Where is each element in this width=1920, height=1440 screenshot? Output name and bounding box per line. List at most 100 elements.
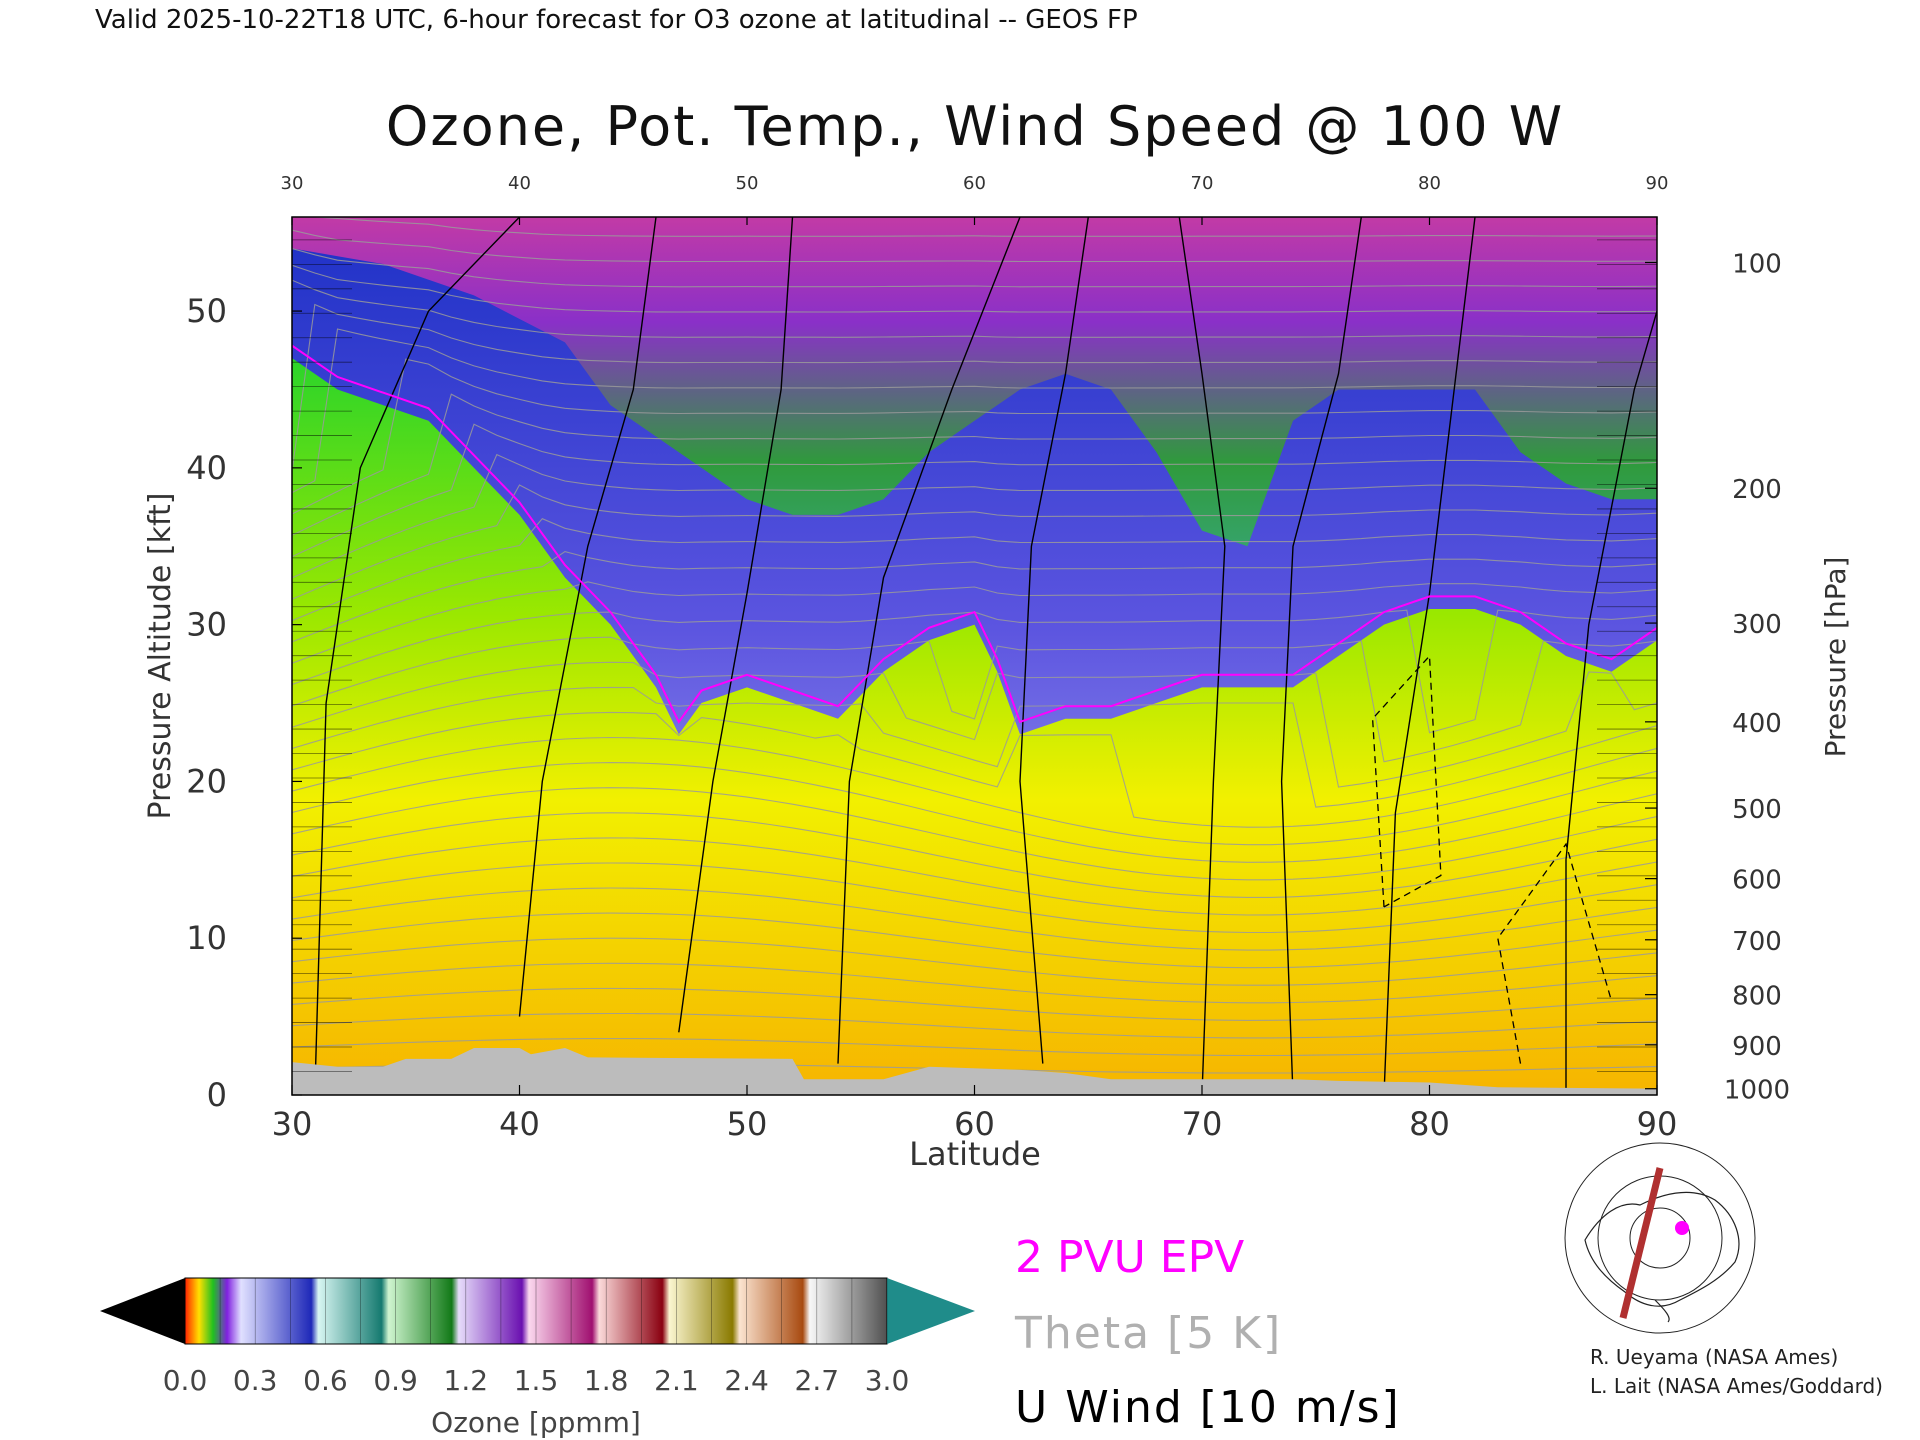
wind-contour bbox=[837, 217, 1021, 1064]
inset-map bbox=[1560, 1142, 1760, 1334]
colorbar-tick-label: 1.5 bbox=[514, 1364, 559, 1397]
valid-time-line: Valid 2025-10-22T18 UTC, 6-hour forecast… bbox=[95, 5, 1138, 35]
pressure-tick-label: 500 bbox=[1732, 795, 1782, 825]
map-marker bbox=[1675, 1221, 1689, 1235]
map-coastlines bbox=[1584, 1191, 1740, 1323]
x-axis-label: Latitude bbox=[909, 1135, 1041, 1173]
theta-contour bbox=[292, 217, 1657, 237]
theta-contour bbox=[292, 484, 1657, 600]
pressure-tick-label: 200 bbox=[1732, 475, 1782, 505]
epv-2pvu-contour bbox=[292, 344, 1657, 724]
colorbar-tick-label: 0.3 bbox=[233, 1364, 278, 1397]
legend-epv: 2 PVU EPV bbox=[1015, 1232, 1244, 1283]
x-top-tick-label: 50 bbox=[736, 173, 759, 194]
colorbar-ticks: 0.0 0.3 0.6 0.9 1.2 1.5 1.8 2.1 2.4 2.7 3.0 bbox=[163, 1278, 910, 1397]
theta-contour bbox=[292, 962, 1657, 1004]
x-tick-label: 90 bbox=[1637, 1105, 1678, 1143]
theta-contour bbox=[292, 581, 1657, 664]
x-tick-label: 50 bbox=[727, 1105, 768, 1143]
theta-contour bbox=[292, 686, 1657, 808]
map-cross-section-line bbox=[1619, 1167, 1664, 1319]
x-top-tick-label: 30 bbox=[281, 173, 304, 194]
theta-contour bbox=[292, 887, 1657, 951]
theta-contour bbox=[292, 661, 1657, 788]
pressure-tick-label: 600 bbox=[1732, 866, 1782, 896]
wind-contour-negative bbox=[1497, 842, 1613, 1064]
wind-contour bbox=[1178, 217, 1226, 1095]
credit-line-1: R. Ueyama (NASA Ames) bbox=[1590, 1345, 1838, 1369]
y-tick-label: 40 bbox=[186, 449, 227, 487]
x-tick-label: 30 bbox=[272, 1105, 313, 1143]
legend: 2 PVU EPV Theta [5 K] U Wind [10 m/s] bbox=[1014, 1232, 1401, 1433]
x-top-tick-label: 40 bbox=[508, 173, 531, 194]
x-top-tick-label: 70 bbox=[1191, 173, 1214, 194]
colorbar-tick-label: 1.8 bbox=[584, 1364, 629, 1397]
colorbar-high-arrow bbox=[887, 1278, 975, 1344]
theta-contour bbox=[292, 736, 1657, 846]
theta-contour bbox=[292, 787, 1657, 881]
plot-area bbox=[292, 217, 1657, 1095]
wind-contour bbox=[678, 217, 794, 1033]
legend-theta: Theta [5 K] bbox=[1014, 1308, 1282, 1359]
colorbar-tick-label: 1.2 bbox=[444, 1364, 489, 1397]
x-tick-label: 70 bbox=[1182, 1105, 1223, 1143]
theta-contour bbox=[292, 762, 1657, 863]
wind-contour bbox=[1019, 217, 1089, 1064]
theta-contour bbox=[292, 987, 1657, 1021]
theta-contours bbox=[292, 217, 1657, 1074]
theta-contour bbox=[292, 229, 1657, 263]
y-tick-label: 10 bbox=[186, 919, 227, 957]
colorbar-tick-label: 3.0 bbox=[865, 1364, 910, 1397]
theta-contour bbox=[292, 862, 1657, 934]
pressure-tick-label: 400 bbox=[1732, 709, 1782, 739]
wind-contour bbox=[518, 217, 657, 1017]
colorbar-tick-label: 2.4 bbox=[724, 1364, 769, 1397]
theta-contour bbox=[292, 303, 1657, 472]
theta-contour bbox=[292, 812, 1657, 898]
theta-contour bbox=[292, 551, 1657, 643]
theta-contour bbox=[292, 518, 1657, 622]
map-latitude-circle-inner bbox=[1629, 1207, 1691, 1269]
x-tick-label: 40 bbox=[499, 1105, 540, 1143]
y-axis-label: Pressure Altitude [kft] bbox=[143, 493, 178, 820]
colorbar-tick-label: 2.7 bbox=[795, 1364, 840, 1397]
colorbar-label: Ozone [ppmm] bbox=[431, 1406, 641, 1439]
x-top-tick-label: 60 bbox=[963, 173, 986, 194]
pressure-tick-label: 1000 bbox=[1724, 1076, 1790, 1106]
wind-contour-negative bbox=[1371, 654, 1442, 908]
chart-title: Ozone, Pot. Temp., Wind Speed @ 100 W bbox=[386, 95, 1564, 158]
theta-contour bbox=[292, 1038, 1657, 1057]
theta-contour bbox=[292, 279, 1657, 338]
ground-terrain bbox=[292, 1048, 1657, 1095]
x-tick-label: 60 bbox=[954, 1105, 995, 1143]
y-tick-label: 30 bbox=[186, 606, 227, 644]
wind-contour bbox=[1565, 310, 1657, 1095]
pressure-tick-label: 800 bbox=[1732, 982, 1782, 1012]
y-tick-label: 20 bbox=[186, 762, 227, 800]
wind-contour bbox=[1383, 217, 1476, 1095]
theta-contour bbox=[292, 837, 1657, 916]
theta-contour bbox=[292, 264, 1657, 313]
x-top-tick-label: 90 bbox=[1646, 173, 1669, 194]
theta-contour bbox=[292, 711, 1657, 828]
pressure-tick-label: 300 bbox=[1732, 610, 1782, 640]
x-tick-label: 80 bbox=[1409, 1105, 1450, 1143]
legend-wind: U Wind [10 m/s] bbox=[1015, 1382, 1401, 1433]
theta-contour bbox=[292, 423, 1657, 558]
theta-contour bbox=[292, 393, 1657, 536]
theta-contour bbox=[292, 912, 1657, 969]
wind-contour bbox=[314, 217, 521, 1095]
theta-contour bbox=[292, 328, 1657, 494]
ozone-colorbar: 0.0 0.3 0.6 0.9 1.2 1.5 1.8 2.1 2.4 2.7 3.0 Ozone … bbox=[100, 1277, 975, 1439]
troposphere-ozone-layer bbox=[292, 358, 1657, 1095]
pressure-tick-label: 900 bbox=[1732, 1032, 1782, 1062]
x-top-tick-label: 80 bbox=[1418, 173, 1441, 194]
theta-contour bbox=[292, 937, 1657, 986]
wind-contour bbox=[1280, 217, 1362, 1095]
colorbar-tick-label: 2.1 bbox=[654, 1364, 699, 1397]
wind-contours bbox=[314, 217, 1657, 1095]
theta-contour bbox=[292, 636, 1657, 763]
map-latitude-circle-outer bbox=[1564, 1142, 1756, 1334]
